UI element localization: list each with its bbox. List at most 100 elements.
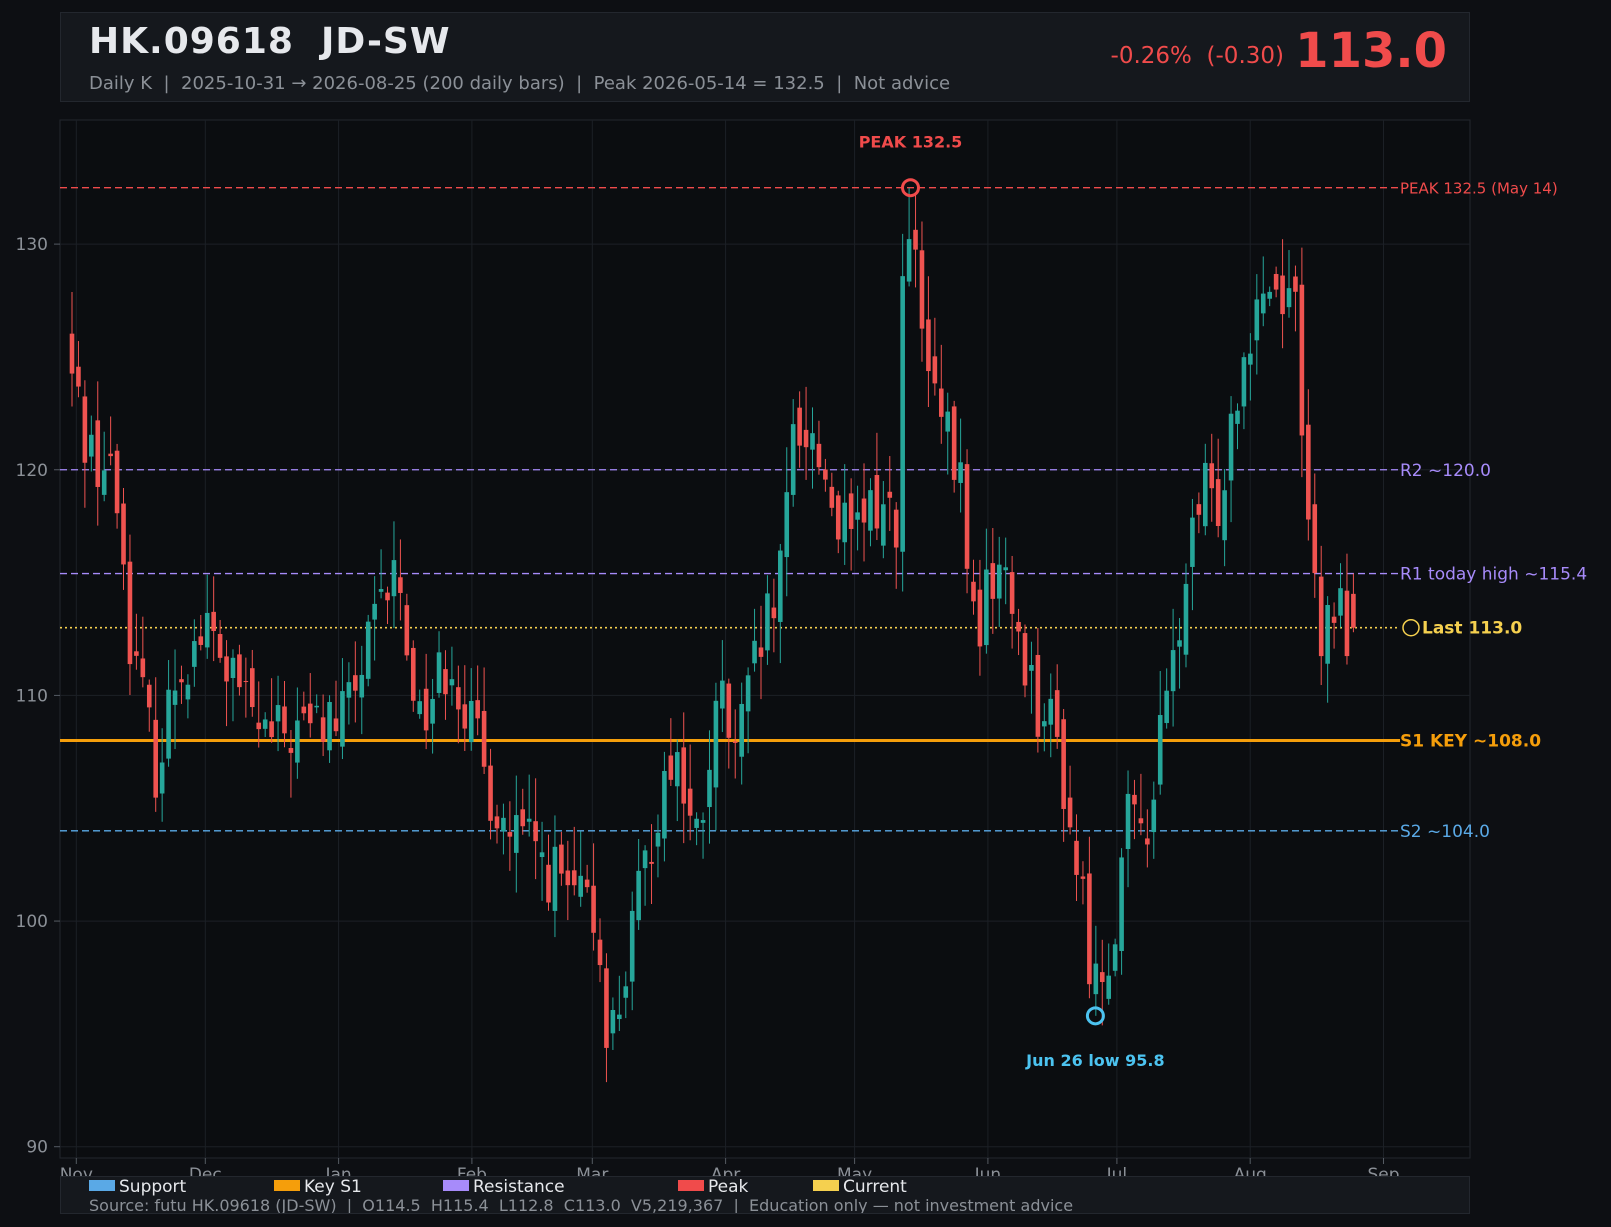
- candle-body: [597, 939, 603, 966]
- candle-body: [307, 703, 313, 724]
- candle-body: [456, 687, 461, 710]
- x-tick-label: Sep: [1367, 1165, 1399, 1176]
- x-tick-label: Dec: [189, 1165, 222, 1176]
- price-change: -0.26% (-0.30): [1110, 43, 1284, 69]
- candle-body: [1267, 291, 1272, 299]
- chart-title: HK.09618 JD-SW: [89, 21, 451, 62]
- candle-body: [1344, 590, 1350, 657]
- candle-body: [1067, 797, 1073, 828]
- candle-body: [275, 705, 281, 722]
- chart-subtitle: Daily K | 2025-10-31 → 2026-08-25 (200 d…: [89, 73, 951, 94]
- candle-body: [520, 809, 526, 827]
- x-tick-label: Apr: [711, 1165, 740, 1176]
- candle-body: [488, 765, 493, 821]
- candle-body: [1202, 462, 1208, 527]
- legend-swatch: [813, 1179, 839, 1191]
- candle-body: [333, 718, 339, 732]
- candle-body: [243, 681, 249, 683]
- candle-body: [1280, 275, 1285, 315]
- candle-body: [668, 755, 674, 780]
- candle-body: [1016, 621, 1021, 632]
- candle-body: [1222, 490, 1227, 541]
- candle-body: [89, 434, 94, 457]
- candle-body: [121, 503, 126, 565]
- last-price: 113.0: [1295, 23, 1447, 79]
- candle-body: [790, 424, 796, 495]
- candle-body: [887, 491, 893, 498]
- candle-body: [1254, 299, 1260, 341]
- candle-body: [881, 504, 886, 546]
- candle-body: [475, 700, 480, 719]
- candle-body: [340, 691, 345, 747]
- candle-body: [179, 679, 184, 683]
- x-tick-label: Aug: [1234, 1165, 1267, 1176]
- candle-body: [1164, 690, 1169, 724]
- candle-body: [1209, 463, 1215, 489]
- x-tick-label: Jan: [324, 1165, 351, 1176]
- candle-body: [539, 852, 545, 858]
- low-annotation: Jun 26 low 95.8: [1025, 1051, 1164, 1070]
- level-label-s1: S1 KEY ~108.0: [1400, 732, 1541, 752]
- candle-body: [971, 581, 976, 602]
- candle-body: [417, 701, 423, 715]
- x-axis: Nov Dec Jan Feb Mar Apr May Jun Jul Aug Sep: [60, 1158, 1400, 1176]
- candle-body: [848, 493, 854, 529]
- candle-body: [533, 821, 538, 842]
- candle-body: [172, 690, 178, 705]
- candle-body: [958, 462, 963, 483]
- legend-swatch: [274, 1179, 300, 1191]
- candle-body: [327, 702, 332, 751]
- candle-body: [256, 722, 262, 730]
- candle-body: [1248, 353, 1253, 365]
- candle-body: [114, 450, 120, 514]
- candle-body: [810, 433, 815, 450]
- candle-body: [713, 700, 719, 788]
- candle-body: [1112, 944, 1118, 971]
- candle-body: [1325, 604, 1330, 664]
- x-tick-label: Jul: [1106, 1165, 1128, 1176]
- candle-body: [217, 634, 223, 658]
- candle-body: [159, 762, 165, 794]
- candle-body: [1054, 690, 1060, 737]
- candle-body: [134, 651, 139, 656]
- candle-body: [1009, 572, 1015, 614]
- candle-body: [932, 356, 938, 384]
- candle-body: [610, 1009, 616, 1034]
- candle-body: [146, 684, 152, 708]
- candle-body: [1042, 721, 1047, 727]
- candle-body: [185, 684, 191, 700]
- candle-body: [578, 875, 583, 897]
- candles: [69, 187, 1356, 1083]
- candle-body: [739, 703, 744, 757]
- candle-body: [269, 721, 274, 738]
- candle-body: [1190, 517, 1195, 567]
- candle-body: [359, 674, 365, 698]
- candle-body: [1183, 583, 1189, 655]
- annotations: PEAK 132.5 Jun 26 low 95.8: [859, 133, 1165, 1070]
- candle-body: [1022, 633, 1028, 686]
- candle-body: [926, 319, 931, 372]
- legend-label: Support: [119, 1177, 187, 1197]
- legend-label: Resistance: [473, 1177, 565, 1197]
- candle-body: [1099, 972, 1105, 983]
- candle-body: [314, 705, 319, 708]
- candle-body: [913, 229, 918, 250]
- candle-body: [423, 688, 429, 731]
- candle-body: [301, 706, 307, 714]
- y-tick-label: 100: [16, 912, 48, 932]
- candle-body: [372, 603, 377, 620]
- candle-body: [868, 490, 873, 531]
- candle-body: [211, 611, 216, 632]
- candle-body: [153, 719, 159, 798]
- candle-body: [365, 621, 371, 679]
- candle-body: [919, 250, 925, 329]
- candle-body: [1228, 413, 1234, 481]
- legend-label: Current: [843, 1177, 907, 1197]
- candle-body: [410, 647, 416, 701]
- candle-body: [1293, 276, 1298, 292]
- candle-body: [166, 689, 171, 759]
- candle-body: [552, 846, 558, 911]
- candle-body: [900, 276, 905, 552]
- candle-body: [823, 469, 828, 480]
- candle-body: [803, 429, 809, 448]
